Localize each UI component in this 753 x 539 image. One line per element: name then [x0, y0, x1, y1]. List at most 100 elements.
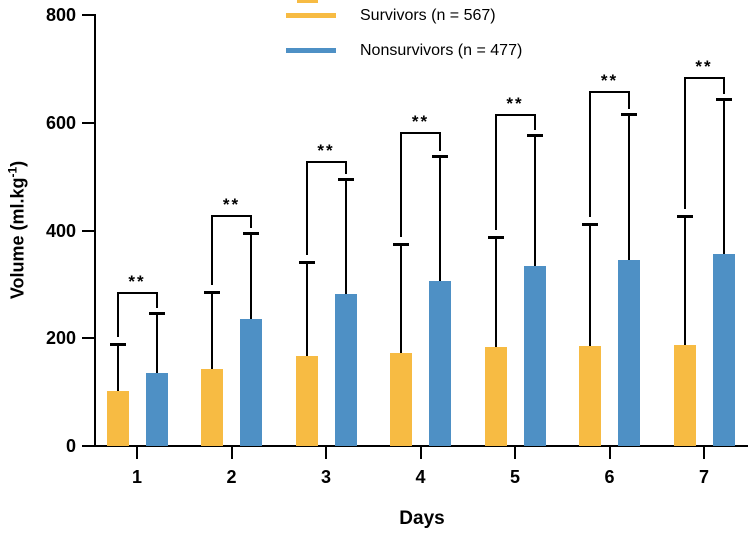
y-axis-tick	[82, 445, 95, 447]
sig-asterisks-day-4: **	[411, 111, 430, 131]
sig-bracket-right-day-1	[155, 292, 158, 308]
sig-bracket-left-day-6	[589, 92, 591, 218]
error-bar-nonsurvivors-day-3	[344, 178, 347, 295]
bar-nonsurvivors-day-2	[240, 318, 262, 446]
x-tick-label: 4	[415, 467, 426, 487]
sig-bracket-top-day-4	[400, 131, 441, 134]
error-cap-nonsurvivors-day-4	[432, 155, 448, 159]
error-cap-survivors-day-7	[676, 214, 693, 218]
error-cap-survivors-day-6	[582, 223, 598, 227]
legend-label-survivors: Survivors (n = 567)	[360, 7, 496, 24]
error-bar-survivors-day-2	[211, 291, 213, 369]
y-tick-label: 400	[45, 220, 76, 241]
x-tick-label: 7	[698, 467, 709, 487]
sig-bracket-left-day-7	[683, 78, 686, 209]
error-cap-survivors-day-2	[204, 290, 220, 294]
sig-bracket-left-day-2	[211, 215, 213, 285]
sig-bracket-right-day-2	[250, 215, 252, 229]
sig-bracket-right-day-6	[628, 92, 630, 110]
error-cap-nonsurvivors-day-7	[715, 97, 732, 101]
bar-nonsurvivors-day-5	[523, 266, 546, 446]
bar-nonsurvivors-day-1	[145, 372, 168, 446]
bar-survivors-day-7	[673, 344, 696, 446]
y-tick-label: 0	[65, 436, 76, 456]
x-axis-tick	[325, 446, 327, 459]
y-tick-label: 200	[45, 328, 76, 349]
x-axis-tick	[230, 446, 233, 459]
bar-survivors-day-6	[579, 345, 601, 446]
sig-bracket-right-day-4	[439, 132, 441, 152]
error-cap-survivors-day-4	[393, 242, 409, 246]
sig-bracket-left-day-3	[305, 162, 308, 256]
clipped-bar-artifact	[297, 0, 318, 3]
sig-asterisks-day-7: **	[695, 57, 713, 77]
error-bar-survivors-day-6	[589, 224, 591, 346]
error-cap-nonsurvivors-day-1	[148, 311, 165, 315]
x-tick-label: 3	[320, 467, 331, 487]
sig-bracket-top-day-2	[211, 214, 252, 217]
bar-nonsurvivors-day-6	[618, 260, 640, 446]
error-bar-survivors-day-3	[305, 262, 308, 357]
x-tick-label: 5	[509, 467, 520, 487]
bar-survivors-day-3	[295, 356, 318, 446]
error-cap-survivors-day-3	[298, 261, 315, 265]
sig-asterisks-day-5: **	[506, 94, 524, 114]
legend-swatch-survivors	[286, 13, 336, 18]
bar-survivors-day-1	[106, 391, 129, 446]
bar-nonsurvivors-day-4	[429, 281, 451, 446]
legend-label-nonsurvivors: Nonsurvivors (n = 477)	[360, 42, 523, 59]
bar-nonsurvivors-day-3	[334, 294, 357, 446]
error-bar-nonsurvivors-day-5	[533, 134, 536, 267]
y-tick-label: 600	[45, 112, 76, 133]
y-axis-line	[94, 14, 96, 447]
error-bar-survivors-day-5	[494, 236, 497, 347]
x-axis-title: Days	[399, 508, 445, 529]
error-bar-survivors-day-4	[400, 243, 402, 353]
sig-bracket-top-day-6	[589, 91, 630, 94]
sig-bracket-top-day-7	[683, 77, 725, 80]
sig-bracket-right-day-7	[722, 78, 725, 94]
x-axis-tick	[514, 446, 516, 459]
error-bar-nonsurvivors-day-6	[628, 114, 630, 261]
legend-swatch-nonsurvivors	[286, 48, 336, 53]
sig-bracket-top-day-3	[305, 161, 347, 164]
error-bar-nonsurvivors-day-1	[155, 312, 158, 373]
x-axis-tick	[608, 446, 611, 459]
bar-survivors-day-5	[484, 346, 507, 446]
y-axis-tick	[82, 14, 95, 16]
x-axis-tick	[419, 446, 422, 459]
sig-bracket-right-day-3	[344, 162, 347, 174]
bar-survivors-day-2	[201, 368, 223, 446]
x-axis-tick	[136, 446, 138, 459]
bar-survivors-day-4	[390, 352, 412, 446]
error-cap-nonsurvivors-day-6	[621, 113, 637, 117]
error-cap-survivors-day-1	[109, 343, 126, 347]
y-axis-tick	[82, 229, 95, 232]
sig-bracket-left-day-5	[494, 115, 497, 230]
y-axis-tick	[82, 121, 95, 124]
error-cap-nonsurvivors-day-5	[526, 133, 543, 137]
error-bar-nonsurvivors-day-7	[722, 98, 725, 255]
x-tick-label: 1	[131, 467, 142, 487]
sig-bracket-right-day-5	[533, 115, 536, 130]
x-tick-label: 2	[226, 467, 237, 487]
sig-bracket-top-day-1	[116, 291, 158, 294]
y-axis-tick	[82, 337, 95, 340]
error-cap-survivors-day-5	[487, 235, 504, 239]
error-cap-nonsurvivors-day-2	[243, 232, 259, 236]
x-axis-tick	[703, 446, 705, 459]
y-tick-label: 800	[45, 5, 76, 25]
error-bar-survivors-day-1	[116, 344, 119, 392]
error-bar-nonsurvivors-day-2	[250, 233, 252, 319]
error-cap-nonsurvivors-day-3	[337, 177, 354, 181]
legend: Survivors (n = 567) Nonsurvivors (n = 477…	[0, 0, 753, 70]
sig-bracket-left-day-4	[400, 132, 402, 237]
x-tick-label: 6	[604, 467, 615, 487]
sig-bracket-top-day-5	[494, 114, 536, 117]
error-bar-nonsurvivors-day-4	[439, 156, 441, 282]
sig-asterisks-day-3: **	[317, 141, 335, 161]
sig-asterisks-day-1: **	[128, 271, 146, 291]
sig-asterisks-day-2: **	[222, 194, 241, 214]
